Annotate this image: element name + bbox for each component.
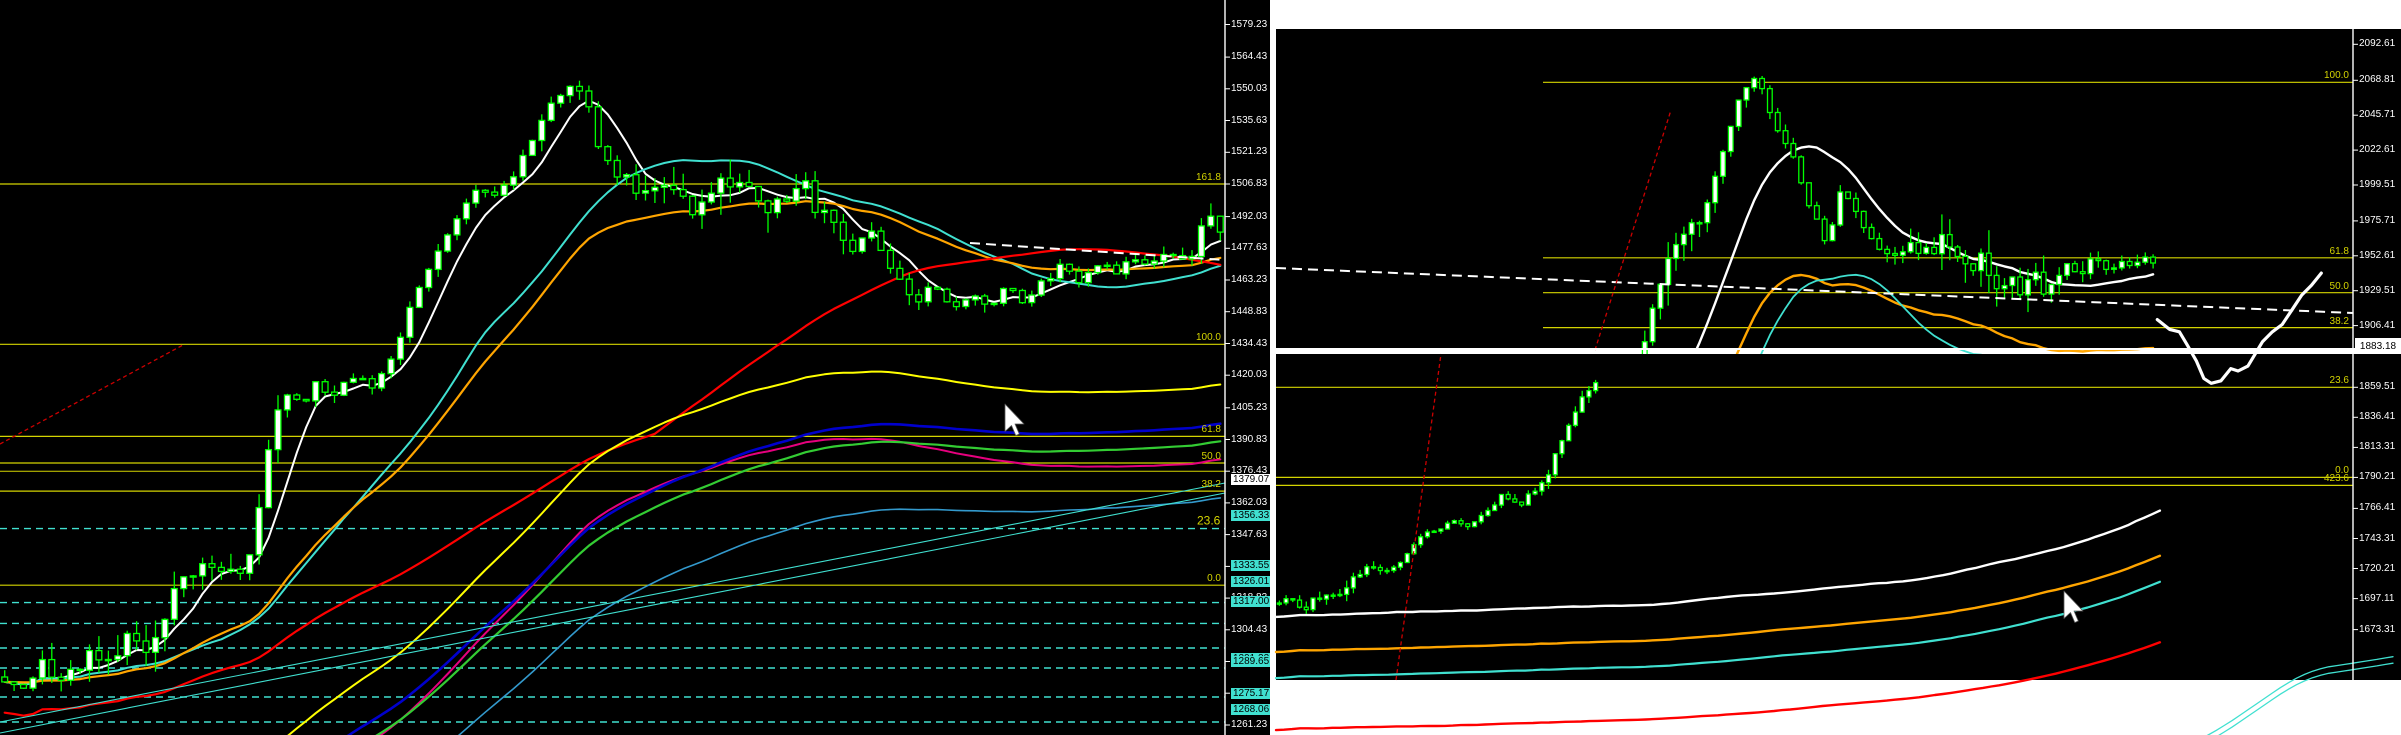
svg-text:23.6: 23.6: [1197, 514, 1221, 528]
